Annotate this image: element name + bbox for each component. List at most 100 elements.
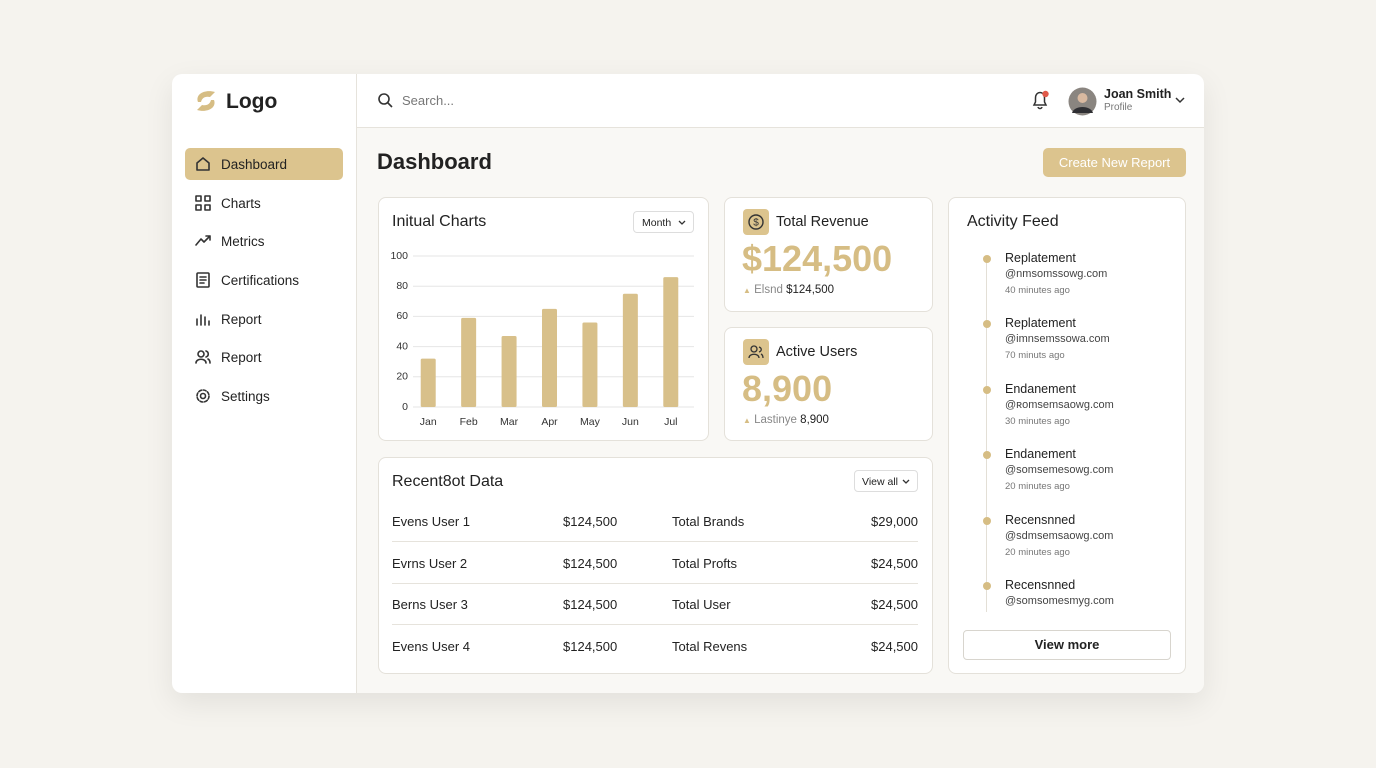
table-card [378, 457, 933, 674]
table-row: Berns User 3 $124,500 Total User $24,500 [392, 583, 918, 626]
view-all-button[interactable]: View all [854, 470, 918, 492]
nav-item[interactable]: Dashboard [185, 148, 343, 180]
search-input[interactable]: Search... [402, 93, 455, 108]
table-row: Evrns User 2 $124,500 Total Profts $24,500 [392, 542, 918, 584]
timeline-dot [983, 255, 991, 263]
x-tick-label: Apr [541, 416, 558, 428]
metric-note-label: Elsnd [754, 284, 783, 296]
timeline-line [986, 258, 987, 612]
timeline-dot [983, 385, 991, 394]
user-name: Joan Smith [1104, 87, 1172, 101]
sidebar-divider [356, 74, 357, 693]
avatar[interactable] [1068, 87, 1097, 116]
nav-item[interactable]: Settings [185, 380, 343, 412]
x-tick-label: Jun [622, 416, 639, 428]
activity-item-time: 40 minutes ago [1005, 285, 1070, 296]
timeline-dot [983, 582, 991, 590]
metric-note: ▲ Lastinye 8,900 [743, 414, 829, 426]
nav-item[interactable]: Report [185, 303, 343, 335]
metric-note-value: $124,500 [786, 284, 835, 296]
y-tick-label: 0 [402, 401, 408, 413]
user-role: Profile [1104, 102, 1133, 113]
table-cell: $24,500 [871, 639, 918, 655]
activity-item-email: @somsomesmyg.com [1005, 595, 1114, 607]
nav-label: Report [221, 350, 262, 365]
revenue-icon: $ [743, 209, 769, 235]
period-dropdown[interactable]: Month [633, 211, 694, 233]
table-cell: Evens User 4 [392, 639, 471, 655]
chart-card-title: Initual Charts [392, 213, 487, 230]
nav-label: Report [221, 312, 262, 327]
period-label: Month [642, 217, 672, 229]
table-cell: Evrns User 2 [392, 555, 468, 571]
bar [663, 277, 679, 407]
table-cell: Total Brands [672, 514, 745, 529]
bar [501, 336, 517, 407]
table-cell: $24,500 [871, 555, 918, 571]
timeline-dot [983, 516, 991, 525]
users-icon [743, 339, 769, 365]
create-report-button[interactable]: Create New Report [1043, 148, 1186, 177]
activity-item-time: 70 minuts ago [1005, 350, 1065, 362]
page-title: Dashboard [377, 149, 492, 174]
nav-item[interactable]: Metrics [185, 225, 343, 257]
table-cell: Total Revens [672, 639, 748, 655]
activity-item-title: Replatement [1005, 251, 1076, 265]
bar [622, 293, 638, 407]
timeline-dot [983, 320, 991, 329]
activity-item-email: @somsemesowg.com [1005, 464, 1114, 477]
nav-label: Charts [221, 196, 261, 211]
timeline-dot [983, 451, 991, 460]
x-tick-label: May [580, 416, 601, 428]
nav-label: Certifications [221, 273, 300, 288]
logo: Logo [226, 90, 278, 113]
table-cell: Berns User 3 [392, 597, 468, 613]
activity-item-title: Replatement [1005, 316, 1076, 331]
metric-title: Active Users [776, 344, 858, 360]
user-menu-chevron[interactable] [1175, 96, 1185, 104]
activity-title: Activity Feed [967, 213, 1059, 230]
y-tick-label: 20 [396, 371, 408, 383]
activity-card [948, 197, 1186, 674]
notification-bell[interactable] [1031, 89, 1051, 111]
nav-item[interactable]: Charts [185, 187, 343, 219]
bar [420, 358, 436, 407]
metric-note: ▲ Elsnd $124,500 [743, 284, 835, 296]
activity-item-title: Endanement [1005, 381, 1076, 396]
logo-icon [197, 91, 215, 111]
y-tick-label: 40 [396, 340, 408, 352]
table-cell: $124,500 [563, 514, 618, 529]
activity-item-time: 30 minutes ago [1005, 415, 1070, 427]
table-row: Evens User 1 $124,500 Total Brands $29,000 [392, 500, 918, 542]
table-cell: $29,000 [871, 514, 918, 529]
metric-value: 8,900 [742, 368, 833, 409]
table-cell: Total User [672, 597, 731, 613]
activity-item-time: 20 minutes ago [1005, 481, 1070, 493]
svg-text:$: $ [753, 218, 759, 229]
nav-item[interactable]: Certifications [185, 264, 343, 296]
x-tick-label: Feb [460, 416, 478, 428]
activity-item-title: Endanement [1005, 447, 1076, 462]
view-all-label: View all [862, 476, 898, 488]
table-cell: Evens User 1 [392, 514, 471, 529]
activity-item-email: @imnsemssowa.com [1005, 333, 1110, 346]
activity-item-email: @ʀomsemsaowg.com [1005, 398, 1114, 411]
activity-item-title: Recensnned [1005, 512, 1076, 527]
bar [542, 308, 557, 407]
metric-value: $124,500 [742, 238, 893, 279]
activity-item-email: @sdmsemsaowg.com [1005, 529, 1114, 542]
y-tick-label: 60 [396, 310, 408, 322]
x-tick-label: Mar [500, 416, 519, 428]
activity-item-time: 20 minutes ago [1005, 546, 1070, 558]
table-title: Recent8ot Data [392, 473, 504, 490]
header-divider [357, 127, 1204, 128]
view-more-button[interactable]: View more [963, 630, 1171, 660]
nav-item[interactable]: Report [185, 341, 343, 373]
nav-label: Metrics [221, 234, 265, 249]
y-tick-label: 100 [390, 250, 408, 262]
nav-label: Settings [221, 389, 270, 404]
x-tick-label: Jul [664, 416, 677, 428]
y-tick-label: 80 [396, 280, 408, 292]
bar [582, 322, 598, 407]
